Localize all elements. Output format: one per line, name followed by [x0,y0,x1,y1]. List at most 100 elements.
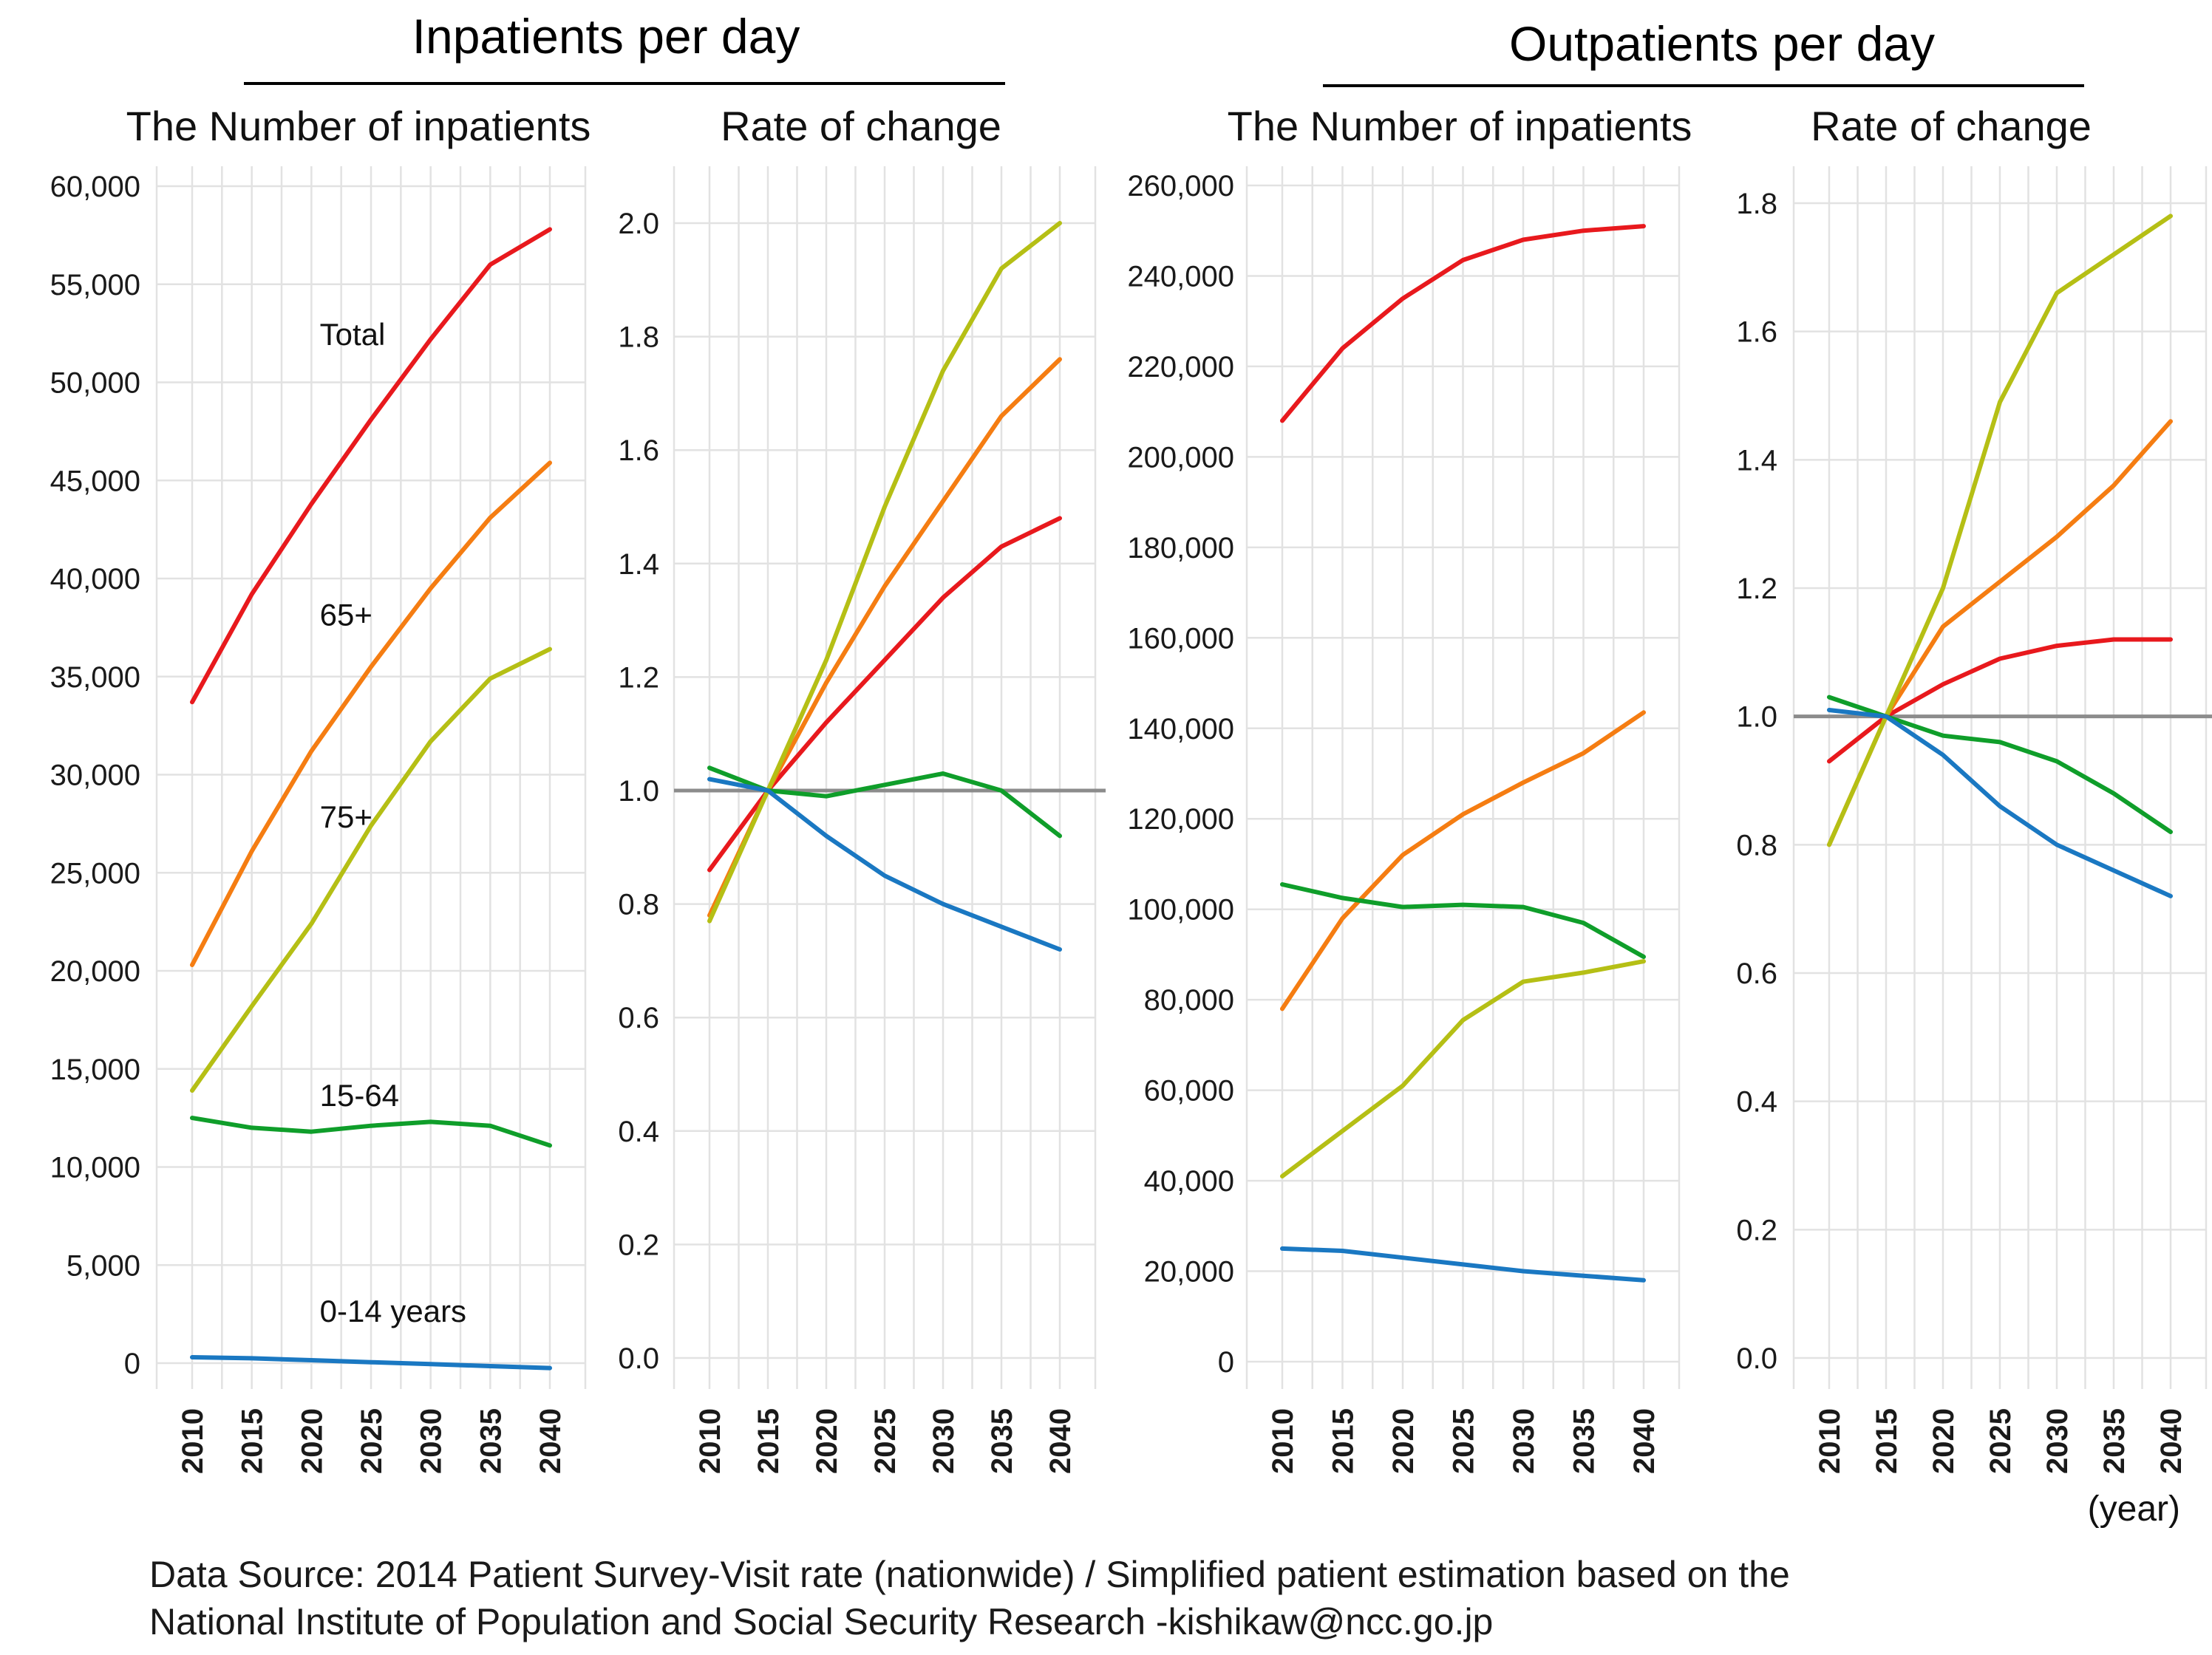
x-tick-label: 2040 [1044,1408,1077,1474]
y-tick-label: 0.4 [1736,1086,1777,1119]
y-tick-label: 2.0 [618,208,659,240]
x-tick-label: 2010 [1814,1408,1846,1474]
y-tick-label: 260,000 [1127,170,1234,202]
x-tick-label: 2010 [694,1408,726,1474]
x-tick-label: 2015 [1327,1408,1360,1474]
series-line-65- [1280,710,1646,1011]
y-tick-label: 0.2 [618,1229,659,1261]
series-line-75- [190,646,552,1093]
y-tick-label: 60,000 [50,171,140,203]
y-tick-label: 60,000 [1144,1075,1234,1108]
y-tick-label: 40,000 [1144,1165,1234,1198]
x-tick-label: 2035 [474,1408,507,1474]
series-line-15-64 [190,1116,552,1148]
y-tick-label: 0.0 [618,1342,659,1375]
x-tick-label: 2035 [986,1408,1018,1474]
x-tick-label: 2040 [1628,1408,1661,1474]
x-tick-label: 2020 [296,1408,328,1474]
y-tick-label: 1.4 [618,548,659,581]
y-tick-label: 0.2 [1736,1214,1777,1246]
x-tick-label: 2015 [236,1408,269,1474]
y-tick-label: 1.2 [618,661,659,694]
y-tick-label: 80,000 [1144,984,1234,1017]
series-line-total [1280,224,1646,423]
panel-2-title: Rate of change [721,103,1001,149]
y-tick-label: 240,000 [1127,260,1234,293]
y-tick-label: 200,000 [1127,441,1234,474]
y-tick-label: 1.4 [1736,444,1777,477]
series-annotation: 75+ [320,799,372,834]
series-line-total [190,227,552,705]
panel-4-title: Rate of change [1811,103,2092,149]
y-tick-label: 20,000 [50,955,140,988]
series-annotation: 65+ [320,598,372,632]
x-tick-label: 2040 [2155,1408,2188,1474]
y-tick-label: 120,000 [1127,803,1234,836]
y-tick-label: 10,000 [50,1152,140,1184]
y-tick-label: 1.6 [1736,316,1777,349]
inpatients-group-title: Inpatients per day [412,9,800,64]
panel-4: Rate of change 2010 2015 2020 2025 2030 2035 20… [1736,103,2212,1474]
group-headers: Inpatients per day Outpatients per day [244,9,2084,87]
y-tick-label: 140,000 [1127,713,1234,745]
x-tick-label: 2010 [1267,1408,1299,1474]
y-tick-label: 1.6 [618,434,659,467]
series-line-0-14-years [1280,1246,1646,1283]
y-tick-label: 40,000 [50,563,140,596]
x-tick-label: 2030 [415,1408,448,1474]
x-tick-label: 2020 [811,1408,843,1474]
x-tick-label: 2015 [1871,1408,1903,1474]
panel-3: The Number of inpatients 2010 2015 2020 2025… [1127,103,1692,1474]
y-tick-label: 100,000 [1127,894,1234,927]
x-tick-label: 2020 [1387,1408,1420,1474]
y-tick-label: 0 [1218,1346,1234,1379]
y-tick-label: 160,000 [1127,622,1234,655]
y-tick-label: 0.0 [1736,1342,1777,1375]
y-tick-label: 35,000 [50,661,140,694]
outpatients-group-title: Outpatients per day [1509,16,1935,71]
y-tick-label: 25,000 [50,857,140,890]
y-tick-label: 5,000 [67,1249,140,1282]
series-line-0-14-years [707,777,1062,952]
series-annotation: Total [320,317,386,352]
series-line-65- [190,460,552,967]
x-tick-label: 2035 [2098,1408,2131,1474]
x-tick-label: 2025 [1448,1408,1480,1474]
x-tick-label: 2025 [869,1408,902,1474]
x-tick-label: 2030 [1508,1408,1540,1474]
series-line-0-14-years [1827,708,2173,898]
panel-1: The Number of inpatients 2010 2015 2020 2025… [50,103,591,1474]
y-tick-label: 1.8 [618,321,659,354]
series-line-0-14-years [190,1355,552,1371]
series-annotation: 15-64 [320,1078,399,1113]
x-tick-label: 2020 [1927,1408,1960,1474]
y-tick-label: 180,000 [1127,532,1234,564]
y-tick-label: 0 [124,1348,140,1380]
x-tick-label: 2015 [752,1408,785,1474]
data-source-line-2: National Institute of Population and Soc… [149,1601,1493,1642]
y-tick-label: 50,000 [50,367,140,400]
y-tick-label: 1.0 [618,775,659,808]
panel-3-title: The Number of inpatients [1228,103,1692,149]
y-tick-label: 220,000 [1127,351,1234,383]
x-tick-label: 2035 [1568,1408,1601,1474]
series-line-15-64 [1280,882,1646,959]
series-annotation: 0-14 years [320,1294,466,1328]
series-line-75- [1280,959,1646,1178]
panel-2: Rate of change 2010 2015 2020 2025 2030 2035 20… [618,103,1106,1474]
y-tick-label: 1.0 [1736,701,1777,734]
x-tick-label: 2040 [534,1408,567,1474]
y-tick-label: 0.4 [618,1116,659,1148]
y-tick-label: 0.8 [1736,829,1777,861]
y-tick-label: 45,000 [50,465,140,497]
x-tick-label: 2030 [928,1408,960,1474]
y-tick-label: 0.8 [618,889,659,921]
y-tick-label: 20,000 [1144,1256,1234,1289]
x-tick-label: 2010 [177,1408,209,1474]
y-tick-label: 55,000 [50,269,140,301]
y-tick-label: 1.2 [1736,573,1777,605]
y-tick-label: 15,000 [50,1054,140,1086]
chart-panels: The Number of inpatients 2010 2015 2020 2025… [50,103,2212,1474]
y-tick-label: 1.8 [1736,188,1777,220]
